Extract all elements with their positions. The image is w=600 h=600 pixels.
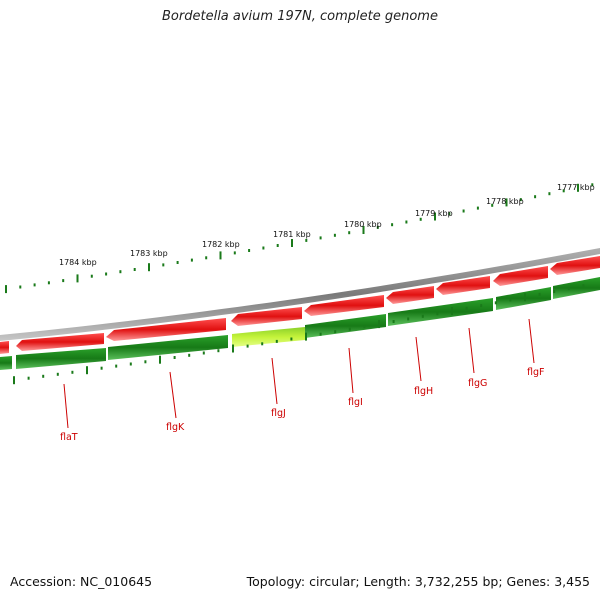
scale-ticks bbox=[5, 183, 594, 294]
gene-reverse-1[interactable] bbox=[0, 356, 12, 370]
leader-flaT bbox=[63, 383, 69, 429]
gene-reverse-7[interactable] bbox=[553, 277, 600, 299]
gene-reverse-6[interactable] bbox=[496, 287, 551, 310]
gene-reverse-2[interactable] bbox=[16, 348, 106, 369]
gene-label-flgH[interactable]: flgH bbox=[414, 386, 433, 397]
leader-flgF bbox=[528, 318, 535, 364]
leader-flgG bbox=[468, 327, 475, 374]
gene-forward-flgK[interactable] bbox=[106, 318, 226, 341]
gene-label-flgK[interactable]: flgK bbox=[166, 422, 185, 433]
leader-flgJ bbox=[271, 357, 278, 405]
leader-flgH bbox=[415, 336, 422, 382]
genome-summary: Topology: circular; Length: 3,732,255 bp… bbox=[246, 574, 590, 589]
scale-labels: 1784 kbp 1783 kbp 1782 kbp 1781 kbp 1780… bbox=[59, 183, 595, 267]
scale-label-1783: 1783 kbp bbox=[130, 249, 168, 258]
gene-label-flaT[interactable]: flaT bbox=[60, 432, 78, 443]
gene-label-flgJ[interactable]: flgJ bbox=[271, 408, 286, 419]
gene-forward-flaT[interactable] bbox=[16, 333, 104, 351]
gene-forward-flgJ[interactable] bbox=[231, 307, 302, 326]
gene-reverse-3[interactable] bbox=[108, 335, 228, 360]
leader-flgI bbox=[348, 347, 354, 394]
genome-backbone bbox=[0, 248, 600, 341]
gene-label-flgI[interactable]: flgI bbox=[348, 397, 363, 408]
leader-flgK bbox=[169, 371, 177, 419]
gene-labels: flaT flgK flgJ flgI flgH flgG flgF bbox=[60, 367, 544, 443]
scale-label-1781: 1781 kbp bbox=[273, 230, 311, 239]
accession-label: Accession: NC_010645 bbox=[10, 574, 153, 589]
scale-label-1779: 1779 kbp bbox=[415, 209, 453, 218]
gene-forward-last[interactable] bbox=[550, 256, 600, 275]
reverse-strand-genes bbox=[0, 277, 600, 370]
gene-forward-flgG[interactable] bbox=[436, 276, 490, 295]
gene-reverse-4[interactable] bbox=[305, 314, 386, 338]
genome-title: Bordetella avium 197N, complete genome bbox=[162, 9, 438, 24]
gene-label-leaders bbox=[63, 318, 535, 429]
gene-reverse-5[interactable] bbox=[388, 298, 493, 326]
scale-label-1780: 1780 kbp bbox=[344, 220, 382, 229]
lower-scale-ticks bbox=[13, 284, 585, 385]
gene-reverse-highlight[interactable] bbox=[232, 327, 305, 347]
scale-label-1778: 1778 kbp bbox=[486, 197, 524, 206]
scale-label-1782: 1782 kbp bbox=[202, 240, 240, 249]
gene-forward-flgI[interactable] bbox=[304, 295, 384, 316]
scale-label-1784: 1784 kbp bbox=[59, 258, 97, 267]
gene-forward-flgF[interactable] bbox=[493, 266, 548, 286]
gene-forward-flgH[interactable] bbox=[386, 286, 434, 304]
scale-label-1777: 1777 kbp bbox=[557, 183, 595, 192]
gene-label-flgF[interactable]: flgF bbox=[527, 367, 544, 378]
forward-strand-genes bbox=[0, 256, 600, 354]
gene-forward-1[interactable] bbox=[0, 341, 9, 354]
gene-label-flgG[interactable]: flgG bbox=[468, 378, 487, 389]
